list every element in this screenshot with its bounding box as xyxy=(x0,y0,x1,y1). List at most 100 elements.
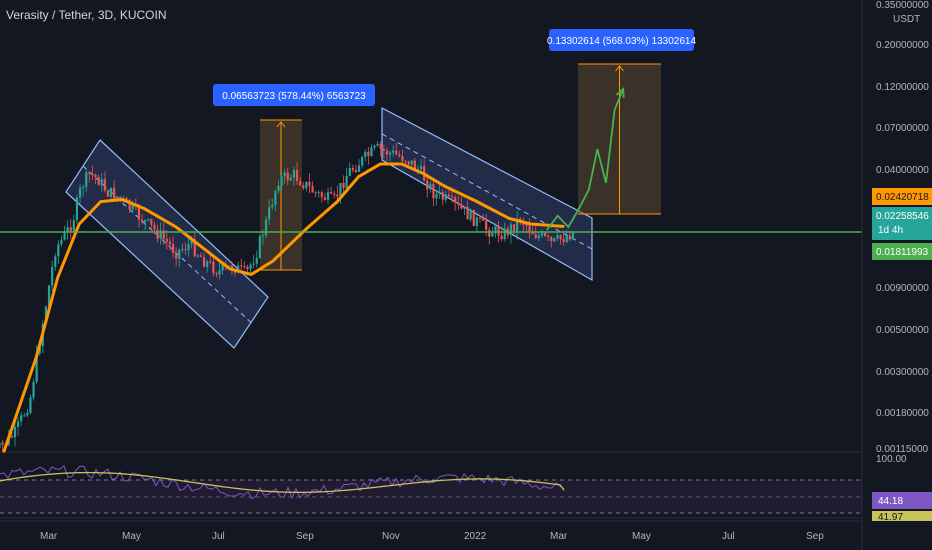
time-label: May xyxy=(122,531,141,542)
tick-label: 0.07000000 xyxy=(876,123,929,134)
candle-body xyxy=(485,220,488,230)
measure-boxes: 0.06563723 (578.44%) 6563723 0.13302614 (… xyxy=(213,29,696,271)
candle-body xyxy=(311,185,314,193)
tick-label: 0.00900000 xyxy=(876,283,929,294)
candle-body xyxy=(237,265,240,273)
candle-body xyxy=(10,435,13,438)
time-axis: Mar May Jul Sep Nov 2022 Mar May Jul Sep xyxy=(0,520,862,542)
candle-body xyxy=(72,220,75,232)
candle-body xyxy=(29,397,32,413)
candle-body xyxy=(317,192,320,194)
candle-body xyxy=(150,218,153,225)
support-price-badge xyxy=(872,243,932,260)
candle-body xyxy=(23,415,26,417)
chart-title: Verasity / Tether, 3D, KUCOIN xyxy=(6,8,167,22)
candle-body xyxy=(44,306,48,325)
candle-body xyxy=(159,230,162,239)
candle-body xyxy=(385,150,389,155)
candle-body xyxy=(51,266,54,286)
candle-body xyxy=(469,209,472,220)
tick-label: 0.12000000 xyxy=(876,82,929,93)
candle-body xyxy=(106,190,110,197)
candle-body xyxy=(478,217,482,219)
candle-body xyxy=(66,227,69,233)
candle-body xyxy=(63,232,66,240)
candle-body xyxy=(187,244,190,251)
candle-body xyxy=(57,244,60,257)
candle-body xyxy=(140,219,144,223)
candles xyxy=(0,141,575,452)
candle-body xyxy=(202,257,206,267)
candle-body xyxy=(336,194,339,197)
candle-body xyxy=(525,224,528,226)
candle-body xyxy=(379,143,382,150)
time-label: Jul xyxy=(212,531,225,542)
candle-body xyxy=(91,173,94,175)
last-price-badge-label: 0.02258546 xyxy=(876,211,929,222)
candle-body xyxy=(97,177,100,186)
time-label: Mar xyxy=(550,531,568,542)
candle-body xyxy=(516,218,519,231)
candle-body xyxy=(435,193,438,199)
candle-body xyxy=(283,172,286,177)
ma-line xyxy=(2,162,565,453)
candle-body xyxy=(252,263,255,265)
candle-body xyxy=(488,229,491,237)
candle-body xyxy=(277,186,280,191)
candle-body xyxy=(227,265,230,267)
candle-body xyxy=(109,187,113,197)
candle-body xyxy=(398,154,401,156)
candle-body xyxy=(289,177,292,181)
candle-body xyxy=(373,145,376,148)
measure-label-box xyxy=(549,29,694,51)
candle-body xyxy=(212,261,215,274)
candle-body xyxy=(382,149,385,151)
candle-body xyxy=(370,147,373,157)
candle-body xyxy=(292,170,296,178)
candle-body xyxy=(78,187,82,198)
candle-body xyxy=(147,218,150,221)
candle-body xyxy=(274,190,277,205)
candle-body xyxy=(447,194,451,197)
candle-body xyxy=(16,421,20,427)
candle-body xyxy=(500,235,503,240)
time-label: Mar xyxy=(40,531,58,542)
candle-body xyxy=(137,206,141,220)
projection-arrowhead xyxy=(615,87,625,98)
candle-body xyxy=(116,196,119,200)
rsi-ma-badge-label: 41.97 xyxy=(878,512,903,523)
candle-body xyxy=(357,165,361,172)
support-price-badge-label: 0.01811993 xyxy=(876,247,929,258)
time-label: 2022 xyxy=(464,531,487,542)
candle-body xyxy=(401,155,404,161)
tick-label: 0.04000000 xyxy=(876,165,929,176)
rsi-value-badge-label: 44.18 xyxy=(878,496,903,507)
candle-body xyxy=(54,256,57,267)
measure-label: 0.06563723 (578.44%) 6563723 xyxy=(222,91,366,102)
candle-body xyxy=(388,152,392,155)
ma-price-badge xyxy=(872,188,932,205)
candle-body xyxy=(221,264,224,271)
candle-body xyxy=(264,219,268,236)
projection-path xyxy=(546,87,625,231)
candle-body xyxy=(295,170,299,181)
tick-label: 0.00180000 xyxy=(876,408,929,419)
rsi-value-badge xyxy=(872,492,932,509)
rsi-line xyxy=(0,465,565,500)
candle-body xyxy=(32,381,35,398)
rsi-ma-badge xyxy=(872,511,932,521)
last-price-badge xyxy=(872,207,932,240)
tick-label: 0.35000000 xyxy=(876,0,929,11)
candle-body xyxy=(326,192,330,200)
candle-body xyxy=(547,236,550,238)
candle-body xyxy=(196,255,199,257)
candle-body xyxy=(494,226,497,234)
candle-body xyxy=(395,150,398,155)
candle-body xyxy=(463,206,466,209)
candle-body xyxy=(184,249,187,251)
candle-body xyxy=(537,235,540,239)
candle-body xyxy=(1,442,4,445)
candle-body xyxy=(351,168,354,170)
time-label: May xyxy=(632,531,651,542)
